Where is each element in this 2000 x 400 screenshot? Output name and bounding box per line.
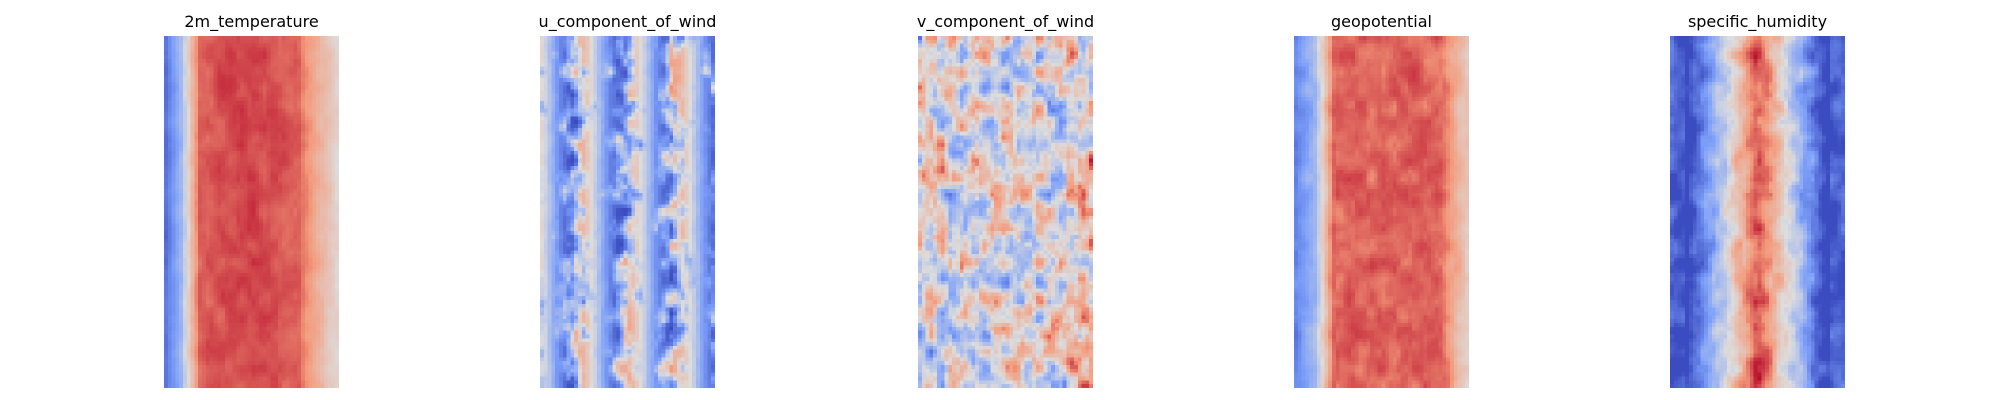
heatmap-panel-geopotential: geopotential [1294,0,1469,400]
heatmap-canvas [1294,36,1469,388]
heatmap-panel-2m-temperature: 2m_temperature [164,0,339,400]
heatmap-canvas [918,36,1093,388]
heatmap-panel-u-component-of-wind: u_component_of_wind [539,0,716,400]
panel-title: specific_humidity [1687,12,1828,31]
panel-title: u_component_of_wind [538,12,717,31]
panel-title: v_component_of_wind [916,12,1095,31]
panel-title: 2m_temperature [184,12,319,31]
panel-title: geopotential [1331,12,1432,31]
heatmap-panel-v-component-of-wind: v_component_of_wind [917,0,1094,400]
heatmap-panel-specific-humidity: specific_humidity [1670,0,1845,400]
heatmap-canvas [164,36,339,388]
heatmap-canvas [1670,36,1845,388]
heatmap-canvas [540,36,715,388]
